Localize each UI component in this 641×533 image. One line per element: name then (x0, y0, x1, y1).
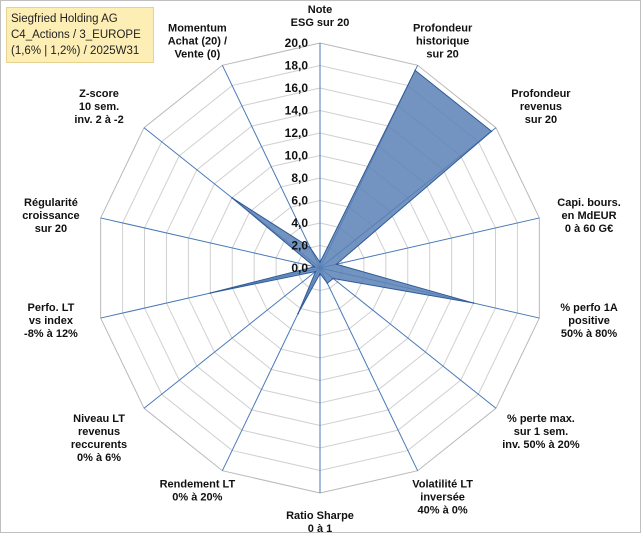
data-point (309, 246, 312, 249)
category-label-line: Z-score (79, 88, 119, 100)
tick-label: 12,0 (285, 126, 309, 140)
category-label: Profondeur historique sur 20 (413, 22, 473, 60)
tick-label: 20,0 (285, 36, 309, 50)
tick-label: 18,0 (285, 59, 309, 73)
data-point (319, 272, 321, 275)
data-point (472, 302, 475, 304)
period-line: (1,6% | 1,2%) / 2025W31 (11, 45, 140, 57)
category-label-line: Perfo. LT (28, 302, 75, 314)
axis-spoke (100, 217, 321, 269)
tick-label: 8,0 (291, 171, 308, 185)
tick-label: 16,0 (285, 81, 309, 95)
category-label-line: Vente (0) (174, 48, 220, 60)
data-point (297, 312, 299, 315)
tick-label: 0,0 (291, 261, 308, 275)
category-label-line: inv. 50% à 20% (502, 439, 580, 451)
data-point (335, 263, 338, 266)
axis-spoke (319, 267, 419, 471)
category-label-line: Momentum (168, 22, 227, 34)
category-line: C4_Actions / 3_EUROPE (11, 29, 141, 41)
category-label-line: en MdEUR (562, 210, 617, 222)
category-label-line: reccurents (71, 439, 127, 451)
data-point (319, 261, 321, 264)
data-point (231, 197, 233, 199)
category-label-line: Achat (20) / (168, 35, 227, 47)
category-label-line: revenus (78, 426, 120, 438)
axis-spoke (319, 217, 540, 269)
radial-tick-labels: 0,0 2,0 4,0 6,0 8,0 10,0 12,0 14,0 16,0 18,0 20,0 (285, 36, 309, 275)
category-label-line: 0% à 6% (77, 452, 121, 464)
category-label-line: Capi. bours. (557, 197, 621, 209)
data-point (313, 265, 316, 268)
category-labels: Note ESG sur 20 Profondeur historique sur 20… (22, 4, 621, 533)
data-point (490, 130, 493, 133)
category-label-line: Profondeur (413, 22, 473, 34)
category-label-line: % perte max. (507, 413, 575, 425)
category-label-line: Ratio Sharpe (286, 510, 354, 522)
data-point (414, 69, 416, 72)
category-label: Niveau LT revenus reccurents 0% à 6% (71, 413, 127, 464)
category-label: % perte max. sur 1 sem. inv. 50% à 20% (502, 413, 580, 451)
category-label-line: Volatilité LT (412, 479, 473, 491)
tick-label: 4,0 (291, 216, 308, 230)
data-point (326, 282, 329, 285)
category-label-line: 50% à 80% (561, 328, 617, 340)
category-label: Volatilité LT inversée 40% à 0% (412, 479, 473, 517)
category-label-line: Profondeur (511, 88, 571, 100)
category-label: Capi. bours. en MdEUR 0 à 60 G€ (557, 197, 621, 235)
category-label-line: vs index (29, 315, 74, 327)
tick-label: 10,0 (285, 149, 309, 163)
category-label: Perfo. LT vs index -8% à 12% (24, 302, 78, 340)
category-label: Ratio Sharpe 0 à 1 (286, 510, 354, 533)
category-label: Rendement LT 0% à 20% (160, 479, 236, 504)
category-label-line: -8% à 12% (24, 328, 78, 340)
category-label-line: 0% à 20% (172, 492, 222, 504)
category-label-line: revenus (520, 101, 562, 113)
chart-title-box: Siegfried Holding AG C4_Actions / 3_EURO… (6, 7, 154, 63)
axis-spoke (143, 267, 321, 409)
category-label-line: 10 sem. (79, 101, 119, 113)
category-label: Régularité croissance sur 20 (22, 197, 79, 235)
company-name: Siegfried Holding AG (11, 13, 118, 25)
tick-label: 14,0 (285, 104, 309, 118)
category-label-line: % perfo 1A (560, 302, 618, 314)
tick-label: 6,0 (291, 194, 308, 208)
category-label: % perfo 1A positive 50% à 80% (560, 302, 618, 340)
category-label-line: Note (308, 4, 332, 16)
category-label-line: 0 à 1 (308, 523, 332, 533)
category-label-line: Régularité (24, 197, 78, 209)
category-label: Z-score 10 sem. inv. 2 à -2 (74, 88, 123, 126)
category-label-line: croissance (22, 210, 79, 222)
category-label-line: historique (416, 35, 469, 47)
axis-spoke (221, 65, 321, 269)
data-point (332, 277, 334, 280)
category-label-line: sur 20 (426, 48, 458, 60)
tick-label: 2,0 (291, 239, 308, 253)
category-label-line: ESG sur 20 (291, 17, 350, 29)
series-area (210, 69, 493, 314)
category-label-line: Niveau LT (73, 413, 125, 425)
category-label: Momentum Achat (20) / Vente (0) (168, 22, 227, 60)
category-label-line: inversée (420, 492, 465, 504)
data-point (209, 292, 212, 294)
category-label-line: positive (568, 315, 610, 327)
category-label-line: 40% à 0% (418, 505, 468, 517)
category-label-line: sur 20 (525, 114, 557, 126)
axis-spoke (319, 267, 497, 409)
radar-series (209, 69, 493, 315)
category-label-line: sur 20 (35, 223, 67, 235)
category-label-line: sur 1 sem. (514, 426, 568, 438)
category-label: Note ESG sur 20 (291, 4, 350, 29)
category-label-line: Rendement LT (160, 479, 236, 491)
category-label: Profondeur revenus sur 20 (511, 88, 571, 126)
category-label-line: inv. 2 à -2 (74, 114, 123, 126)
data-point (314, 270, 317, 273)
category-label-line: 0 à 60 G€ (565, 223, 613, 235)
